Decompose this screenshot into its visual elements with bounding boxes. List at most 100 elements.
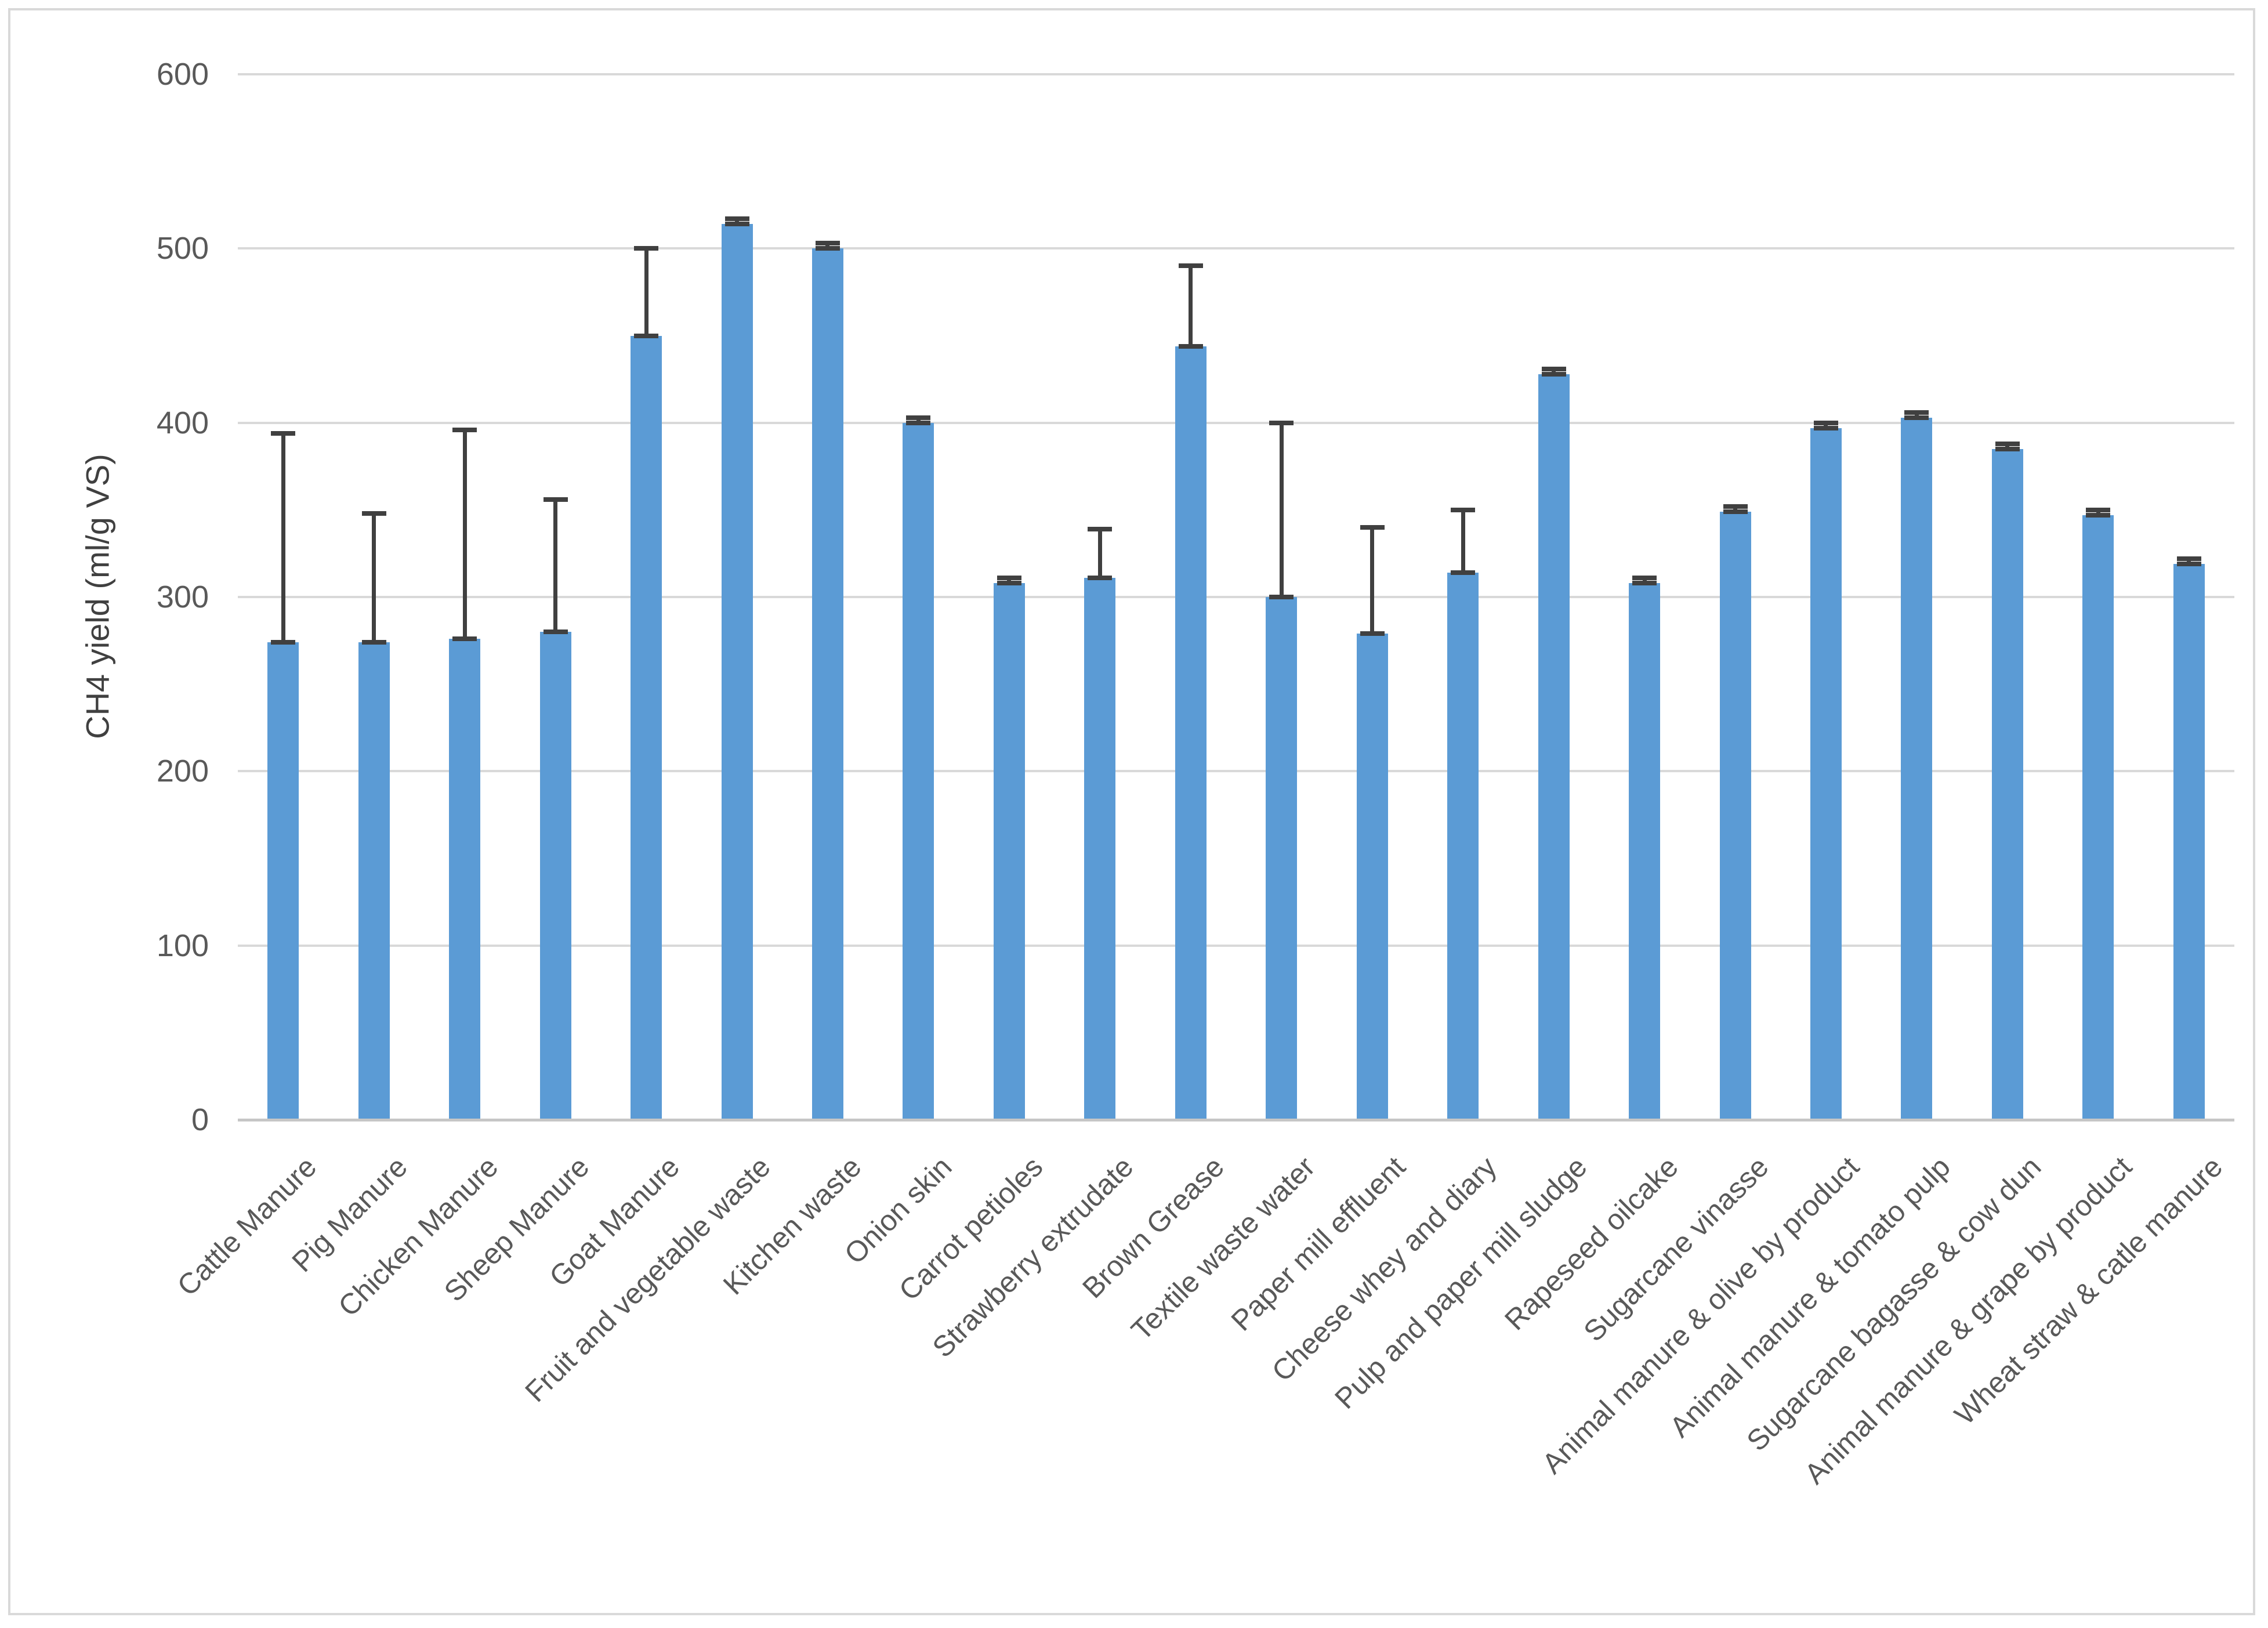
bar [2082, 515, 2114, 1119]
y-tick-label: 0 [191, 1102, 209, 1137]
error-bar-top-cap [1178, 263, 1203, 269]
y-tick-label: 200 [156, 754, 209, 789]
error-bar-top-cap [1541, 366, 1566, 371]
bar [1175, 346, 1207, 1119]
error-bar-line [825, 243, 830, 249]
error-bar-line [1370, 527, 1375, 634]
bar [1810, 428, 1842, 1119]
bar [449, 639, 481, 1119]
error-bar-top-cap [543, 497, 568, 502]
error-bar-bottom-cap [1178, 343, 1203, 349]
error-bar-bottom-cap [997, 580, 1021, 585]
bar [631, 335, 662, 1119]
error-bar-top-cap [724, 216, 749, 222]
bar [2173, 563, 2205, 1119]
error-bar-line [1642, 577, 1647, 583]
gridline [238, 421, 2234, 424]
chart-frame: 0 100 200 300 400 500 600 Cattle Manure Pig Manu… [8, 8, 2255, 1615]
error-bar-bottom-cap [1269, 595, 1294, 599]
y-tick-label: 600 [156, 57, 209, 92]
error-bar-top-cap [271, 430, 296, 436]
error-bar-bottom-cap [1995, 446, 2020, 451]
error-bar-line [1097, 529, 1102, 578]
error-bar-line [644, 248, 648, 336]
x-category-label: Paper mill effluent [1225, 1150, 1412, 1337]
error-bar-top-cap [815, 241, 840, 246]
error-bar-bottom-cap [452, 636, 477, 642]
error-bar-top-cap [997, 575, 1021, 580]
error-bar-bottom-cap [1723, 509, 1748, 514]
error-bar-bottom-cap [1088, 575, 1113, 580]
bar [903, 422, 934, 1119]
error-bar-bottom-cap [2086, 512, 2111, 518]
bar [1447, 572, 1479, 1119]
bar [1901, 417, 1933, 1119]
error-bar-line [281, 433, 285, 643]
error-bar-bottom-cap [2176, 561, 2201, 566]
bar [721, 224, 753, 1119]
error-bar-top-cap [452, 427, 477, 432]
x-category-label: Chicken Manure [332, 1150, 505, 1323]
y-tick-label: 500 [156, 231, 209, 266]
error-bar-line [1279, 422, 1284, 597]
error-bar-top-cap [906, 415, 931, 420]
error-bar-line [462, 429, 467, 639]
gridline [238, 596, 2234, 598]
error-bar-line [735, 219, 739, 225]
error-bar-top-cap [1632, 575, 1657, 580]
error-bar-top-cap [1451, 507, 1476, 512]
error-bar-bottom-cap [634, 333, 659, 338]
error-bar-line [1552, 368, 1556, 374]
error-bar-top-cap [1904, 410, 1929, 415]
error-bar-bottom-cap [1360, 631, 1385, 636]
bar [1629, 583, 1661, 1119]
error-bar-top-cap [2176, 556, 2201, 561]
gridline [238, 770, 2234, 773]
bar [267, 642, 299, 1119]
bar [1084, 577, 1116, 1119]
error-bar-bottom-cap [1632, 580, 1657, 585]
error-bar-bottom-cap [724, 222, 749, 227]
bar [1719, 511, 1751, 1119]
error-bar-top-cap [1723, 504, 1748, 509]
error-bar-bottom-cap [1904, 415, 1929, 420]
error-bar-bottom-cap [271, 640, 296, 645]
error-bar-line [1007, 577, 1012, 583]
error-bar-top-cap [2086, 507, 2111, 512]
bar [1266, 597, 1298, 1119]
bar [993, 583, 1025, 1119]
error-bar-bottom-cap [1813, 425, 1838, 430]
error-bar-line [1914, 412, 1919, 418]
x-category-label: Rapeseed oilcake [1498, 1150, 1684, 1337]
bar [1356, 634, 1388, 1119]
error-bar-line [1733, 506, 1737, 512]
gridline [238, 247, 2234, 250]
y-tick-label: 100 [156, 928, 209, 963]
error-bar-line [553, 499, 558, 632]
error-bar-line [2096, 509, 2100, 515]
error-bar-bottom-cap [543, 630, 568, 635]
y-axis-title: CH4 yield (ml/g VS) [79, 454, 116, 739]
error-bar-bottom-cap [1451, 570, 1476, 575]
error-bar-line [2005, 443, 2010, 449]
gridline [238, 73, 2234, 75]
x-category-label: Animal manure & grape by product [1798, 1150, 2138, 1490]
error-bar-line [2187, 558, 2191, 564]
error-bar-top-cap [1360, 524, 1385, 530]
error-bar-top-cap [1269, 420, 1294, 425]
x-category-label: Cattle Manure [171, 1150, 323, 1303]
error-bar-top-cap [361, 511, 386, 516]
error-bar-top-cap [1995, 441, 2020, 446]
error-bar-bottom-cap [1541, 371, 1566, 377]
x-axis-line [238, 1119, 2234, 1121]
gridline [238, 944, 2234, 947]
error-bar-bottom-cap [815, 246, 840, 251]
bar [1991, 448, 2023, 1119]
plot-area: 0 100 200 300 400 500 600 Cattle Manure Pig Manu… [10, 10, 2253, 1613]
error-bar-top-cap [634, 246, 659, 251]
bar [1538, 374, 1570, 1119]
bar [539, 632, 571, 1119]
error-bar-bottom-cap [361, 640, 386, 645]
y-tick-label: 300 [156, 580, 209, 614]
error-bar-line [1189, 266, 1193, 346]
